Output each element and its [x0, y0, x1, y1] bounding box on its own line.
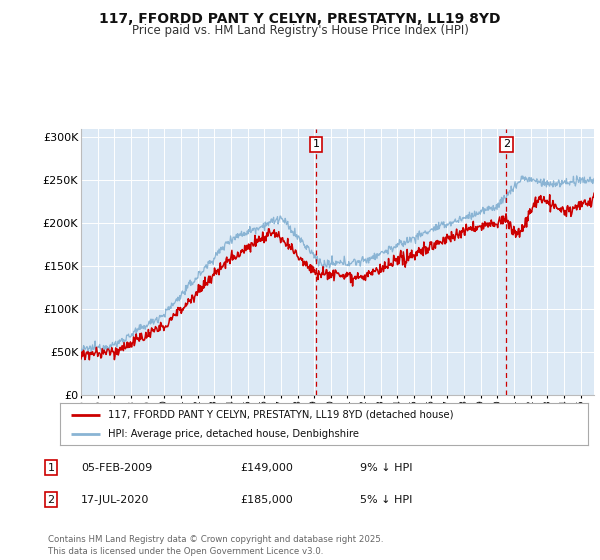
Text: £149,000: £149,000: [240, 463, 293, 473]
Text: 1: 1: [47, 463, 55, 473]
Text: £185,000: £185,000: [240, 494, 293, 505]
Text: 2: 2: [47, 494, 55, 505]
Text: 05-FEB-2009: 05-FEB-2009: [81, 463, 152, 473]
Text: 17-JUL-2020: 17-JUL-2020: [81, 494, 149, 505]
Text: HPI: Average price, detached house, Denbighshire: HPI: Average price, detached house, Denb…: [107, 429, 359, 439]
Text: Price paid vs. HM Land Registry's House Price Index (HPI): Price paid vs. HM Land Registry's House …: [131, 24, 469, 37]
Text: 5% ↓ HPI: 5% ↓ HPI: [360, 494, 412, 505]
Text: 1: 1: [313, 139, 319, 150]
Text: Contains HM Land Registry data © Crown copyright and database right 2025.
This d: Contains HM Land Registry data © Crown c…: [48, 535, 383, 556]
Text: 117, FFORDD PANT Y CELYN, PRESTATYN, LL19 8YD: 117, FFORDD PANT Y CELYN, PRESTATYN, LL1…: [99, 12, 501, 26]
Text: 9% ↓ HPI: 9% ↓ HPI: [360, 463, 413, 473]
Text: 2: 2: [503, 139, 510, 150]
Text: 117, FFORDD PANT Y CELYN, PRESTATYN, LL19 8YD (detached house): 117, FFORDD PANT Y CELYN, PRESTATYN, LL1…: [107, 409, 453, 419]
